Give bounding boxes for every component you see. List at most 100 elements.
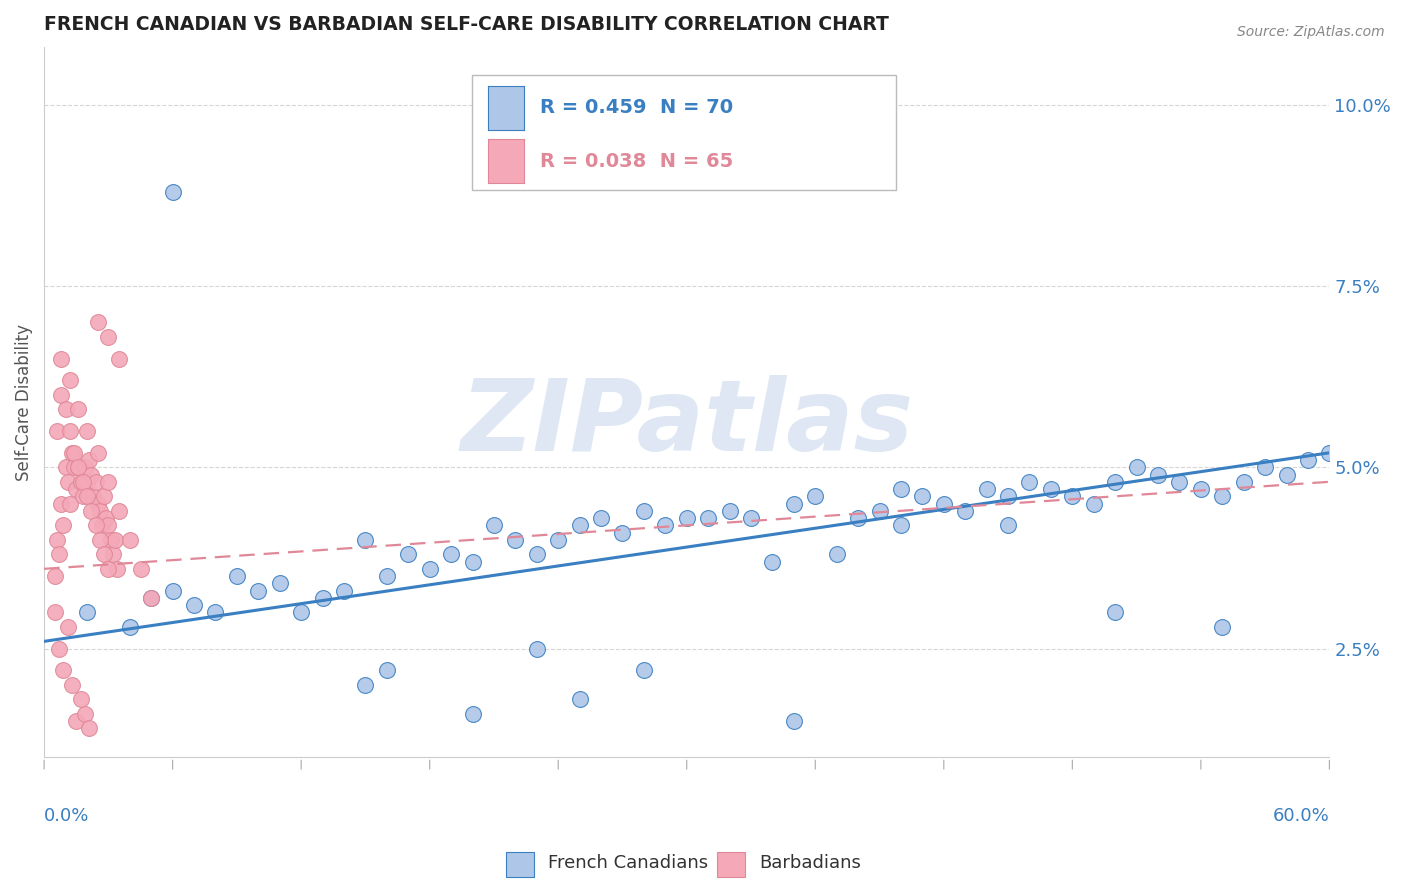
Point (1296, 453, 1319, 467)
Point (183, 598, 205, 612)
Point (997, 489, 1019, 503)
Point (56, 475, 79, 489)
Point (1104, 475, 1126, 489)
Point (997, 518, 1019, 533)
Point (76, 489, 98, 503)
Point (48, 641, 70, 656)
Point (65, 714, 87, 728)
Point (63, 446, 86, 460)
Point (108, 504, 131, 518)
Point (89, 533, 111, 547)
Point (783, 714, 806, 728)
Point (783, 497, 806, 511)
Y-axis label: Self-Care Disability: Self-Care Disability (15, 324, 32, 481)
Point (526, 641, 548, 656)
Point (93, 547, 115, 561)
Point (67, 402, 90, 417)
Point (80, 467, 103, 482)
Point (869, 504, 891, 518)
Point (44, 569, 66, 583)
Point (104, 533, 127, 547)
Point (740, 511, 762, 525)
Bar (717, 852, 745, 877)
Point (612, 525, 634, 540)
Point (72, 489, 94, 503)
Point (354, 678, 377, 692)
Point (633, 664, 655, 678)
Point (461, 555, 484, 569)
Point (97, 562, 120, 576)
Point (55, 402, 77, 417)
Point (1211, 620, 1233, 634)
Text: 0.0%: 0.0% (44, 807, 90, 825)
Point (89, 504, 111, 518)
Point (59, 424, 82, 438)
Point (505, 533, 527, 547)
Point (86, 446, 108, 460)
Point (654, 518, 676, 533)
Point (396, 547, 419, 561)
Point (162, 583, 184, 598)
Point (718, 504, 741, 518)
Point (162, 185, 184, 199)
Point (56, 620, 79, 634)
Point (129, 562, 152, 576)
Point (65, 482, 87, 496)
Point (52, 664, 75, 678)
Bar (506, 852, 534, 877)
Point (1039, 482, 1062, 496)
Point (1275, 467, 1298, 482)
Text: French Canadians: French Canadians (548, 854, 709, 872)
Text: FRENCH CANADIAN VS BARBADIAN SELF-CARE DISABILITY CORRELATION CHART: FRENCH CANADIAN VS BARBADIAN SELF-CARE D… (44, 15, 889, 34)
Point (354, 533, 377, 547)
Text: Barbadians: Barbadians (759, 854, 860, 872)
Point (59, 373, 82, 387)
Point (247, 583, 270, 598)
Point (60, 678, 83, 692)
Point (51, 497, 73, 511)
Point (86, 497, 108, 511)
Point (108, 351, 131, 366)
Point (333, 583, 356, 598)
Point (1254, 460, 1277, 475)
Text: ZIPatlas: ZIPatlas (460, 375, 914, 472)
Point (96, 511, 118, 525)
Point (482, 518, 505, 533)
Point (375, 569, 398, 583)
Point (697, 511, 720, 525)
FancyBboxPatch shape (472, 75, 896, 190)
Point (440, 547, 463, 561)
Point (589, 511, 612, 525)
Point (846, 511, 869, 525)
Point (46, 533, 69, 547)
Point (76, 424, 98, 438)
Point (568, 518, 591, 533)
Point (204, 605, 226, 619)
Point (311, 591, 333, 605)
Point (77, 722, 100, 736)
Point (82, 489, 104, 503)
Point (100, 533, 122, 547)
Point (1189, 482, 1212, 496)
Point (67, 460, 90, 475)
Point (46, 424, 69, 438)
Point (80, 504, 103, 518)
Point (69, 692, 91, 706)
Point (1083, 497, 1105, 511)
Point (375, 664, 398, 678)
Point (419, 562, 441, 576)
Point (890, 518, 912, 533)
Text: Source: ZipAtlas.com: Source: ZipAtlas.com (1237, 25, 1385, 39)
Point (59, 497, 82, 511)
Point (72, 475, 94, 489)
Point (1125, 460, 1147, 475)
Point (52, 518, 75, 533)
Point (93, 489, 115, 503)
Point (76, 475, 98, 489)
Text: 60.0%: 60.0% (1272, 807, 1330, 825)
Point (568, 692, 591, 706)
Point (48, 547, 70, 561)
Text: R = 0.038  N = 65: R = 0.038 N = 65 (540, 152, 734, 170)
Point (105, 562, 128, 576)
Point (73, 706, 96, 721)
